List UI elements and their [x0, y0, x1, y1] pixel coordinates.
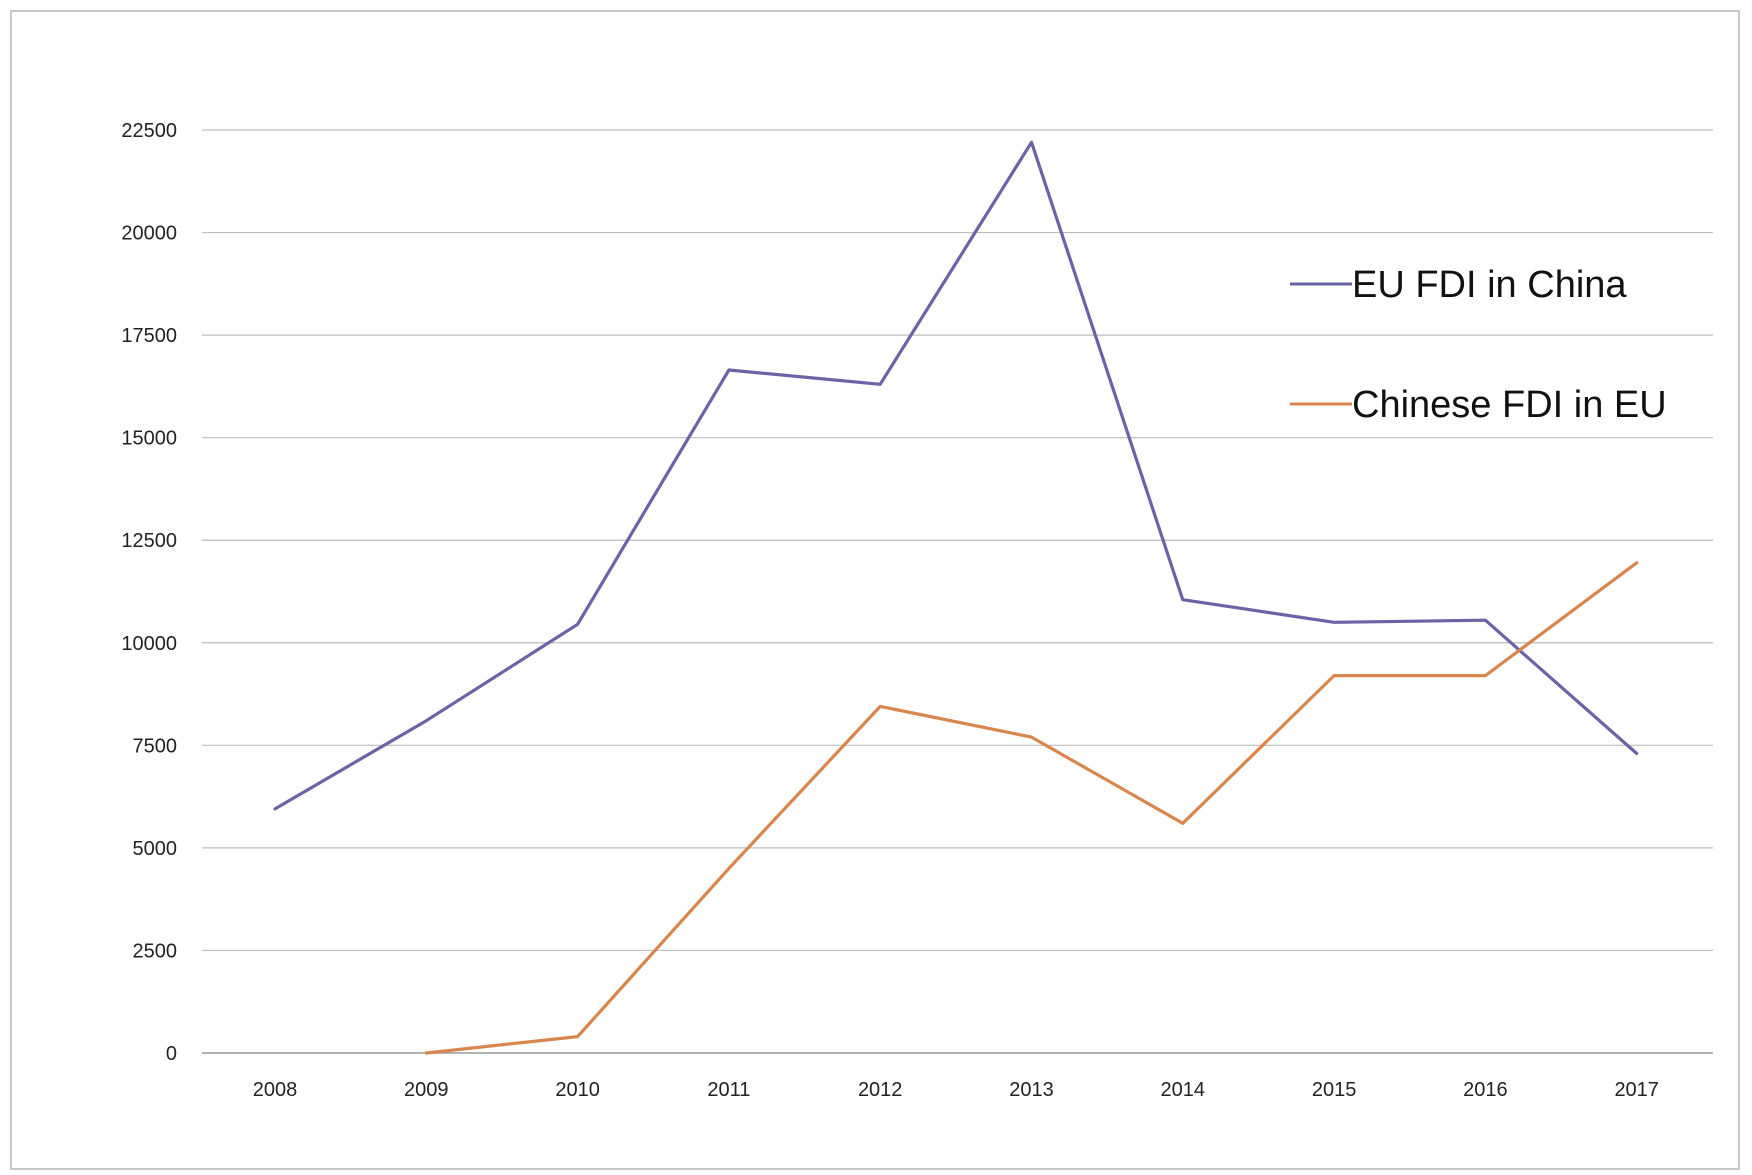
x-tick-label-2012: 2012 [858, 1079, 903, 1101]
x-tick-label-2014: 2014 [1161, 1079, 1206, 1101]
series-line-eu-fdi-in-china [273, 140, 1639, 811]
y-tick-label-22500: 22500 [121, 120, 177, 142]
y-tick-label-5000: 5000 [133, 838, 178, 860]
y-tick-label-0: 0 [166, 1043, 177, 1065]
y-tick-label-20000: 20000 [121, 223, 177, 245]
y-tick-label-7500: 7500 [133, 735, 178, 757]
series-lines [273, 140, 1639, 1055]
y-tick-label-10000: 10000 [121, 633, 177, 655]
y-tick-label-2500: 2500 [133, 940, 178, 962]
series-line-chinese-fdi-in-eu [424, 561, 1639, 1055]
legend: EU FDI in China Chinese FDI in EU [1290, 264, 1667, 426]
x-axis-ticks: 2008 2009 2010 2011 2012 2013 2014 2015 2016 2017 [253, 1079, 1659, 1101]
x-tick-label-2011: 2011 [707, 1079, 750, 1101]
y-axis-ticks: 0 2500 5000 7500 10000 12500 15000 17500 20000 22… [121, 120, 177, 1065]
x-tick-label-2010: 2010 [555, 1079, 600, 1101]
x-tick-label-2008: 2008 [253, 1079, 298, 1101]
y-tick-label-17500: 17500 [121, 325, 177, 347]
y-tick-label-15000: 15000 [121, 428, 177, 450]
x-tick-label-2016: 2016 [1463, 1079, 1508, 1101]
x-tick-label-2009: 2009 [404, 1079, 449, 1101]
x-tick-label-2017: 2017 [1614, 1079, 1659, 1101]
gridlines [202, 129, 1713, 1054]
y-tick-label-12500: 12500 [121, 530, 177, 552]
x-tick-label-2013: 2013 [1009, 1079, 1054, 1101]
x-tick-label-2015: 2015 [1312, 1079, 1357, 1101]
legend-label-eu-fdi-in-china: EU FDI in China [1352, 264, 1627, 306]
chart-frame [10, 10, 1740, 1170]
legend-label-chinese-fdi-in-eu: Chinese FDI in EU [1352, 384, 1667, 426]
